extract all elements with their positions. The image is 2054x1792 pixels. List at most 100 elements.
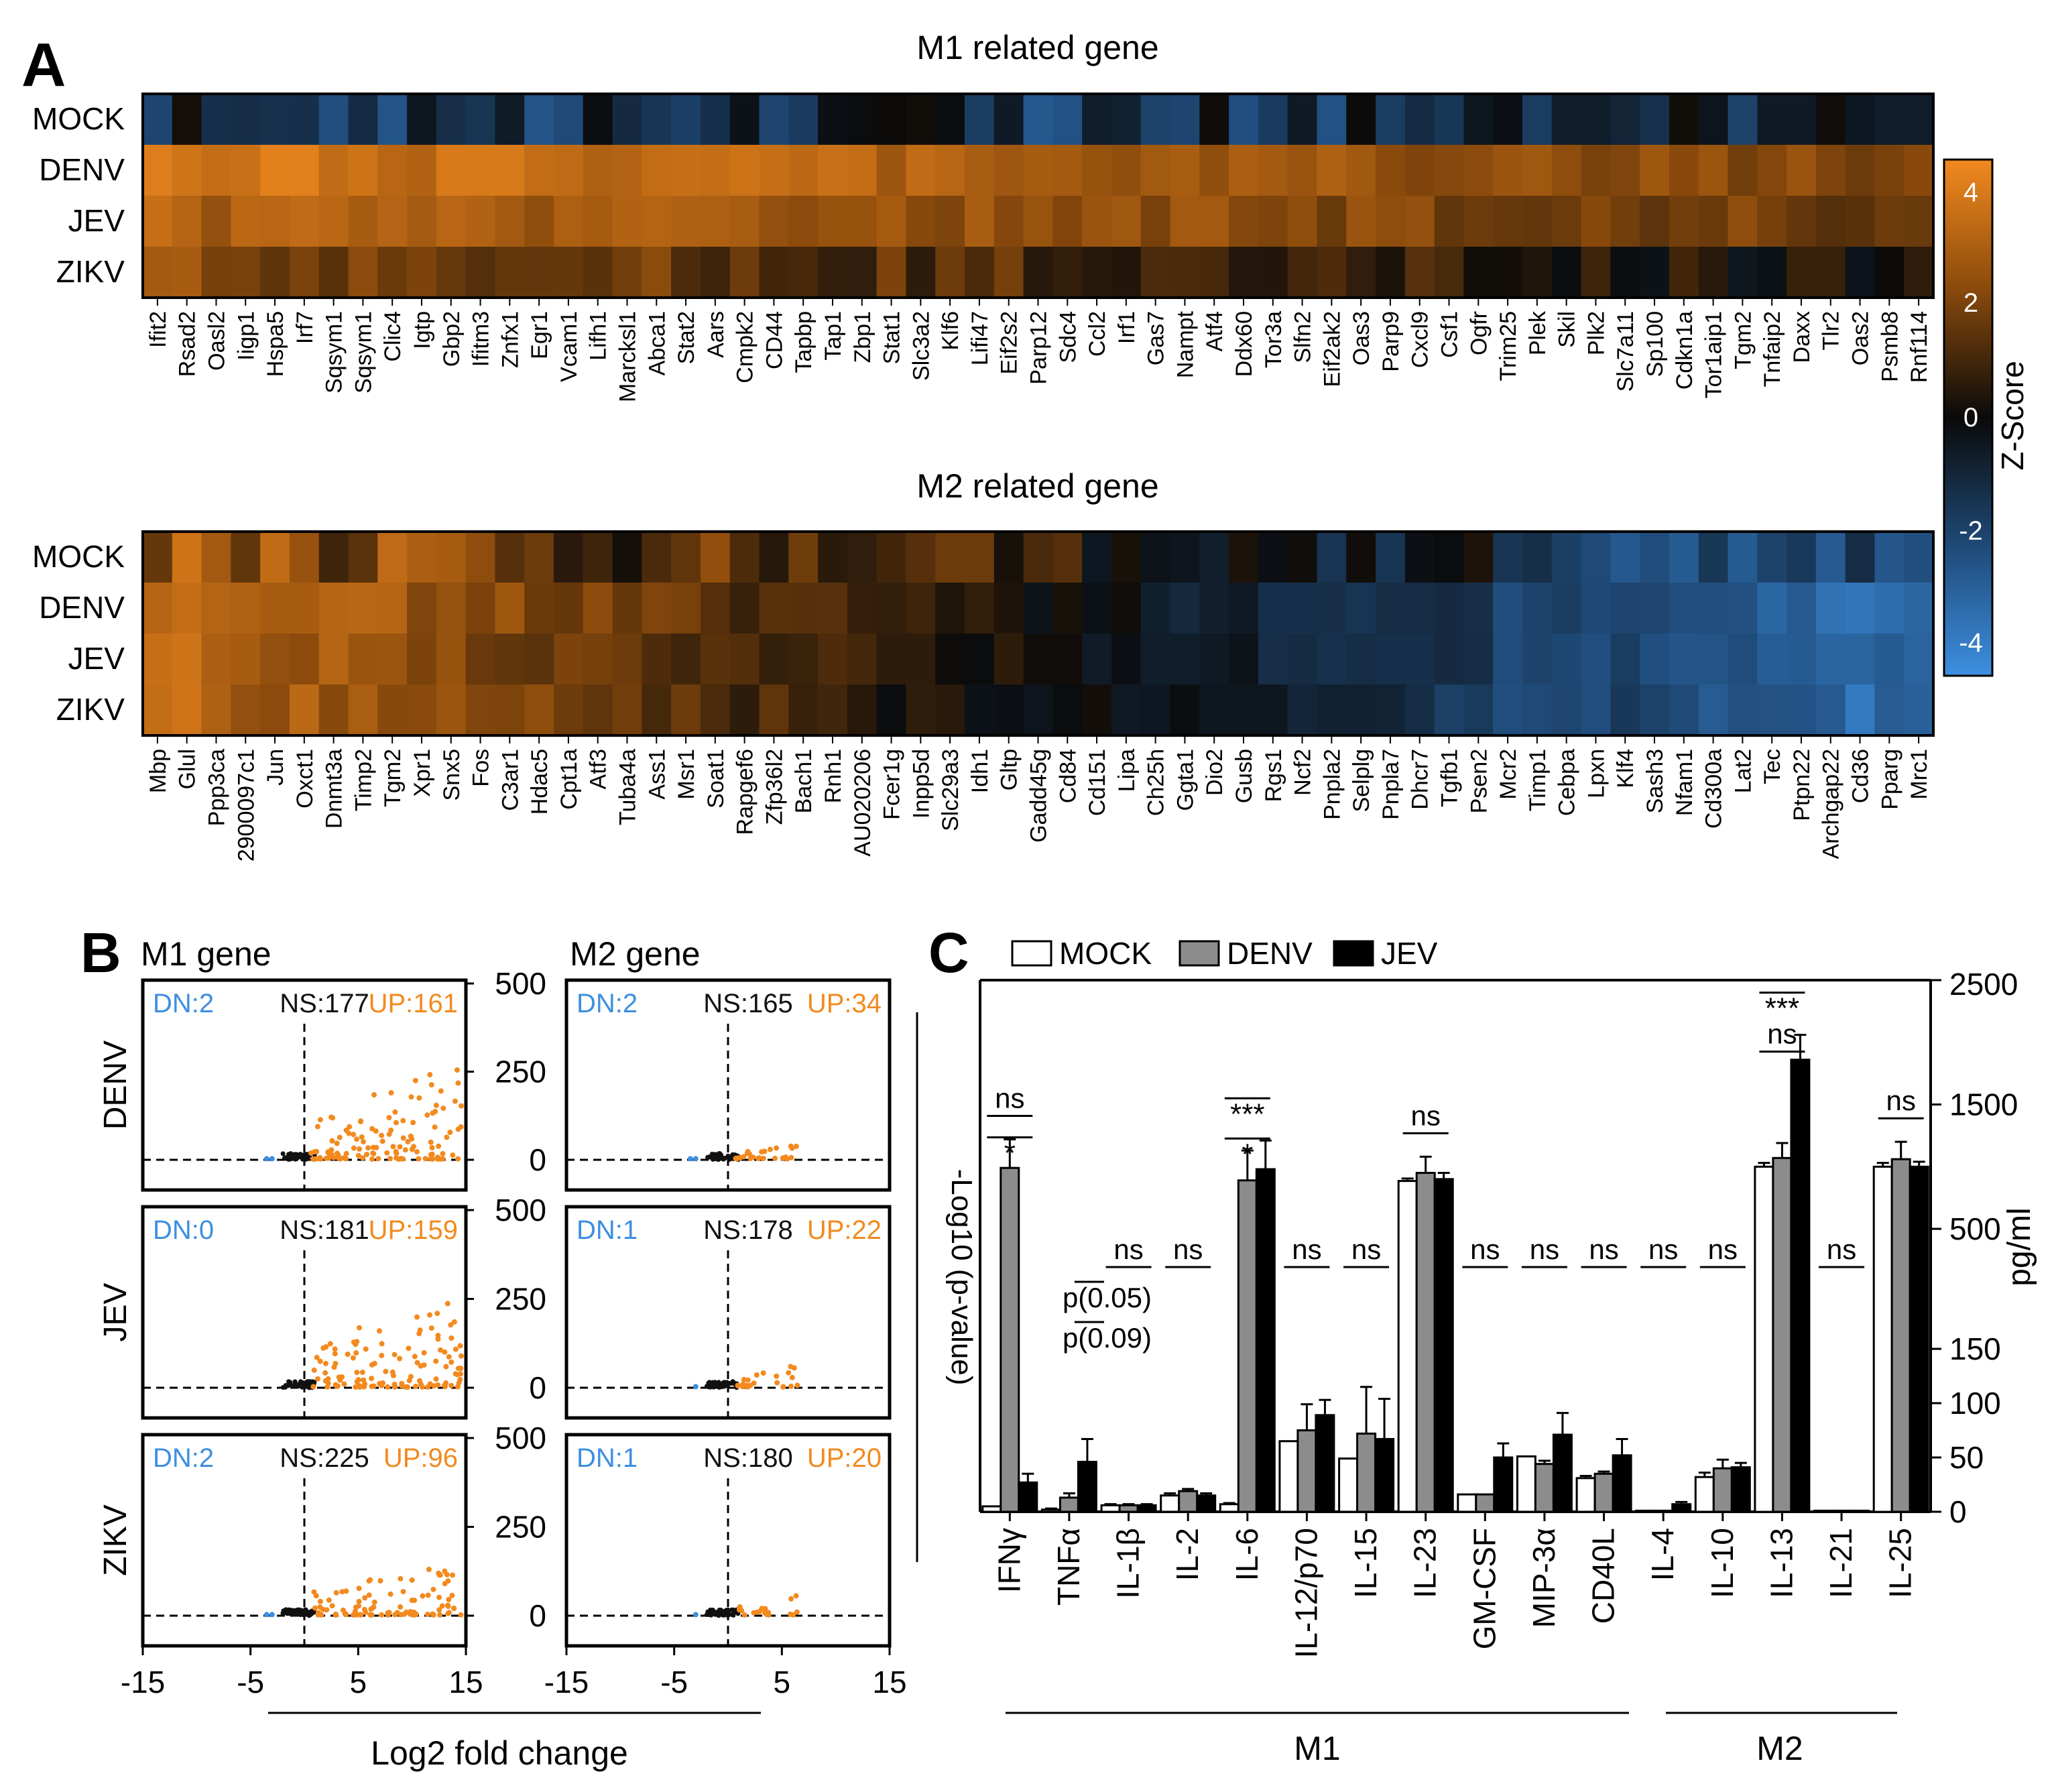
volcano-point-down bbox=[269, 1612, 275, 1618]
heatmap-gene-label: AU020206 bbox=[850, 749, 875, 857]
heatmap-cell bbox=[1728, 532, 1758, 583]
bar-category-label: IL-1β bbox=[1111, 1528, 1146, 1599]
heatmap-gene-label: Hspa5 bbox=[263, 311, 288, 377]
heatmap-cell bbox=[788, 94, 819, 145]
heatmap-cell bbox=[1728, 583, 1758, 634]
heatmap-cell bbox=[289, 196, 320, 247]
heatmap-gene-label: Dhcr7 bbox=[1408, 749, 1433, 810]
heatmap-cell bbox=[906, 583, 936, 634]
heatmap-cell bbox=[1199, 94, 1229, 145]
heatmap-cell bbox=[935, 532, 965, 583]
heatmap-gene-label: C3ar1 bbox=[497, 749, 523, 811]
heatmap-cell bbox=[1317, 145, 1347, 196]
volcano-count-up: UP:34 bbox=[807, 989, 882, 1018]
heatmap-cell bbox=[818, 532, 848, 583]
heatmap-cell bbox=[1698, 247, 1729, 298]
volcano-x-tick-label: -15 bbox=[121, 1665, 165, 1699]
heatmap-cell bbox=[201, 196, 231, 247]
heatmap-cell bbox=[906, 247, 936, 298]
volcano-point-up bbox=[329, 1138, 335, 1144]
volcano-point-up bbox=[428, 1139, 434, 1145]
heatmap-gene-label: Egr1 bbox=[527, 311, 552, 359]
heatmap-row-label: JEV bbox=[68, 203, 125, 238]
volcano-point-up bbox=[430, 1612, 436, 1618]
volcano-point-ns bbox=[718, 1610, 723, 1615]
volcano-point-up bbox=[741, 1376, 747, 1382]
volcano-count-dn: DN:2 bbox=[577, 989, 638, 1018]
bar bbox=[1136, 1504, 1157, 1513]
heatmap-gene-label: Ddx60 bbox=[1231, 311, 1257, 377]
volcano-point-ns bbox=[722, 1612, 727, 1617]
volcano-point-up bbox=[333, 1360, 339, 1366]
heatmap-cell bbox=[1640, 196, 1670, 247]
bar-category-label: MIP-3α bbox=[1526, 1528, 1561, 1628]
heatmap-cell bbox=[289, 145, 320, 196]
bar bbox=[1077, 1461, 1097, 1513]
volcano-x-tick-label: -5 bbox=[660, 1665, 688, 1699]
volcano-point-up bbox=[408, 1374, 414, 1380]
volcano-point-up bbox=[454, 1067, 460, 1073]
volcano-count-dn: DN:1 bbox=[577, 1215, 638, 1245]
heatmap-cell bbox=[671, 684, 701, 736]
volcano-point-up bbox=[438, 1088, 444, 1094]
heatmap-cell bbox=[1317, 634, 1347, 685]
volcano-y-tick-label: 500 bbox=[495, 966, 546, 1001]
heatmap-cell bbox=[1610, 532, 1640, 583]
heatmap-cell bbox=[377, 145, 408, 196]
bar bbox=[1059, 1496, 1079, 1513]
volcano-count-ns: NS:181 bbox=[280, 1215, 369, 1245]
heatmap-cell bbox=[1023, 583, 1053, 634]
heatmap-cell bbox=[1082, 196, 1112, 247]
bar bbox=[1160, 1494, 1181, 1513]
volcano-point-up bbox=[322, 1370, 328, 1376]
heatmap-cell bbox=[554, 583, 584, 634]
volcano-point-up bbox=[325, 1150, 331, 1156]
volcano-point-up bbox=[436, 1594, 442, 1600]
heatmap-gene-label: Clic4 bbox=[380, 311, 406, 362]
heatmap-cell bbox=[1170, 145, 1200, 196]
volcano-point-up bbox=[441, 1382, 447, 1388]
heatmap-cell bbox=[465, 247, 496, 298]
heatmap-cell bbox=[1551, 196, 1582, 247]
volcano-point-up bbox=[416, 1331, 422, 1337]
bar bbox=[1040, 1508, 1061, 1513]
volcano-point-up bbox=[432, 1109, 438, 1114]
heatmap-cell bbox=[554, 532, 584, 583]
volcano-point-up bbox=[332, 1346, 338, 1352]
volcano-point-up bbox=[408, 1133, 414, 1139]
volcano-point-up bbox=[455, 1366, 461, 1372]
volcano-point-up bbox=[396, 1156, 402, 1162]
heatmap-cell bbox=[1728, 684, 1758, 736]
heatmap-cell bbox=[759, 684, 789, 736]
heatmap-gene-label: Dio2 bbox=[1202, 749, 1227, 796]
heatmap-cell bbox=[700, 634, 731, 685]
heatmap-cell bbox=[1551, 583, 1582, 634]
heatmap-cell bbox=[1434, 634, 1465, 685]
volcano-point-up bbox=[377, 1380, 383, 1386]
heatmap-cell bbox=[1787, 145, 1817, 196]
heatmap-cell bbox=[700, 532, 731, 583]
heatmap-cell bbox=[1904, 145, 1934, 196]
volcano-point-up bbox=[357, 1383, 362, 1389]
volcano-point-up bbox=[448, 1382, 455, 1388]
heatmap-gene-label: Aars bbox=[703, 311, 729, 358]
heatmap-cell bbox=[1551, 145, 1582, 196]
heatmap-gene-label: Sash3 bbox=[1642, 749, 1668, 813]
heatmap-cell bbox=[1522, 634, 1553, 685]
heatmap-cell bbox=[1787, 196, 1817, 247]
heatmap-gene-label: Sp100 bbox=[1642, 311, 1668, 377]
heatmap-cell bbox=[1815, 634, 1846, 685]
heatmap-cell bbox=[524, 94, 554, 145]
volcano-point-up bbox=[405, 1384, 410, 1390]
heatmap-cell bbox=[260, 532, 290, 583]
volcano-point-ns bbox=[289, 1608, 294, 1613]
heatmap-cell bbox=[847, 247, 878, 298]
heatmap-cell bbox=[1346, 684, 1376, 736]
heatmap-cell bbox=[935, 684, 965, 736]
heatmap-cell bbox=[818, 583, 848, 634]
heatmap-cell bbox=[729, 145, 760, 196]
volcano-row-label: DENV bbox=[98, 1040, 133, 1130]
heatmap-cell bbox=[1845, 145, 1876, 196]
volcano-point-up bbox=[446, 1354, 452, 1360]
